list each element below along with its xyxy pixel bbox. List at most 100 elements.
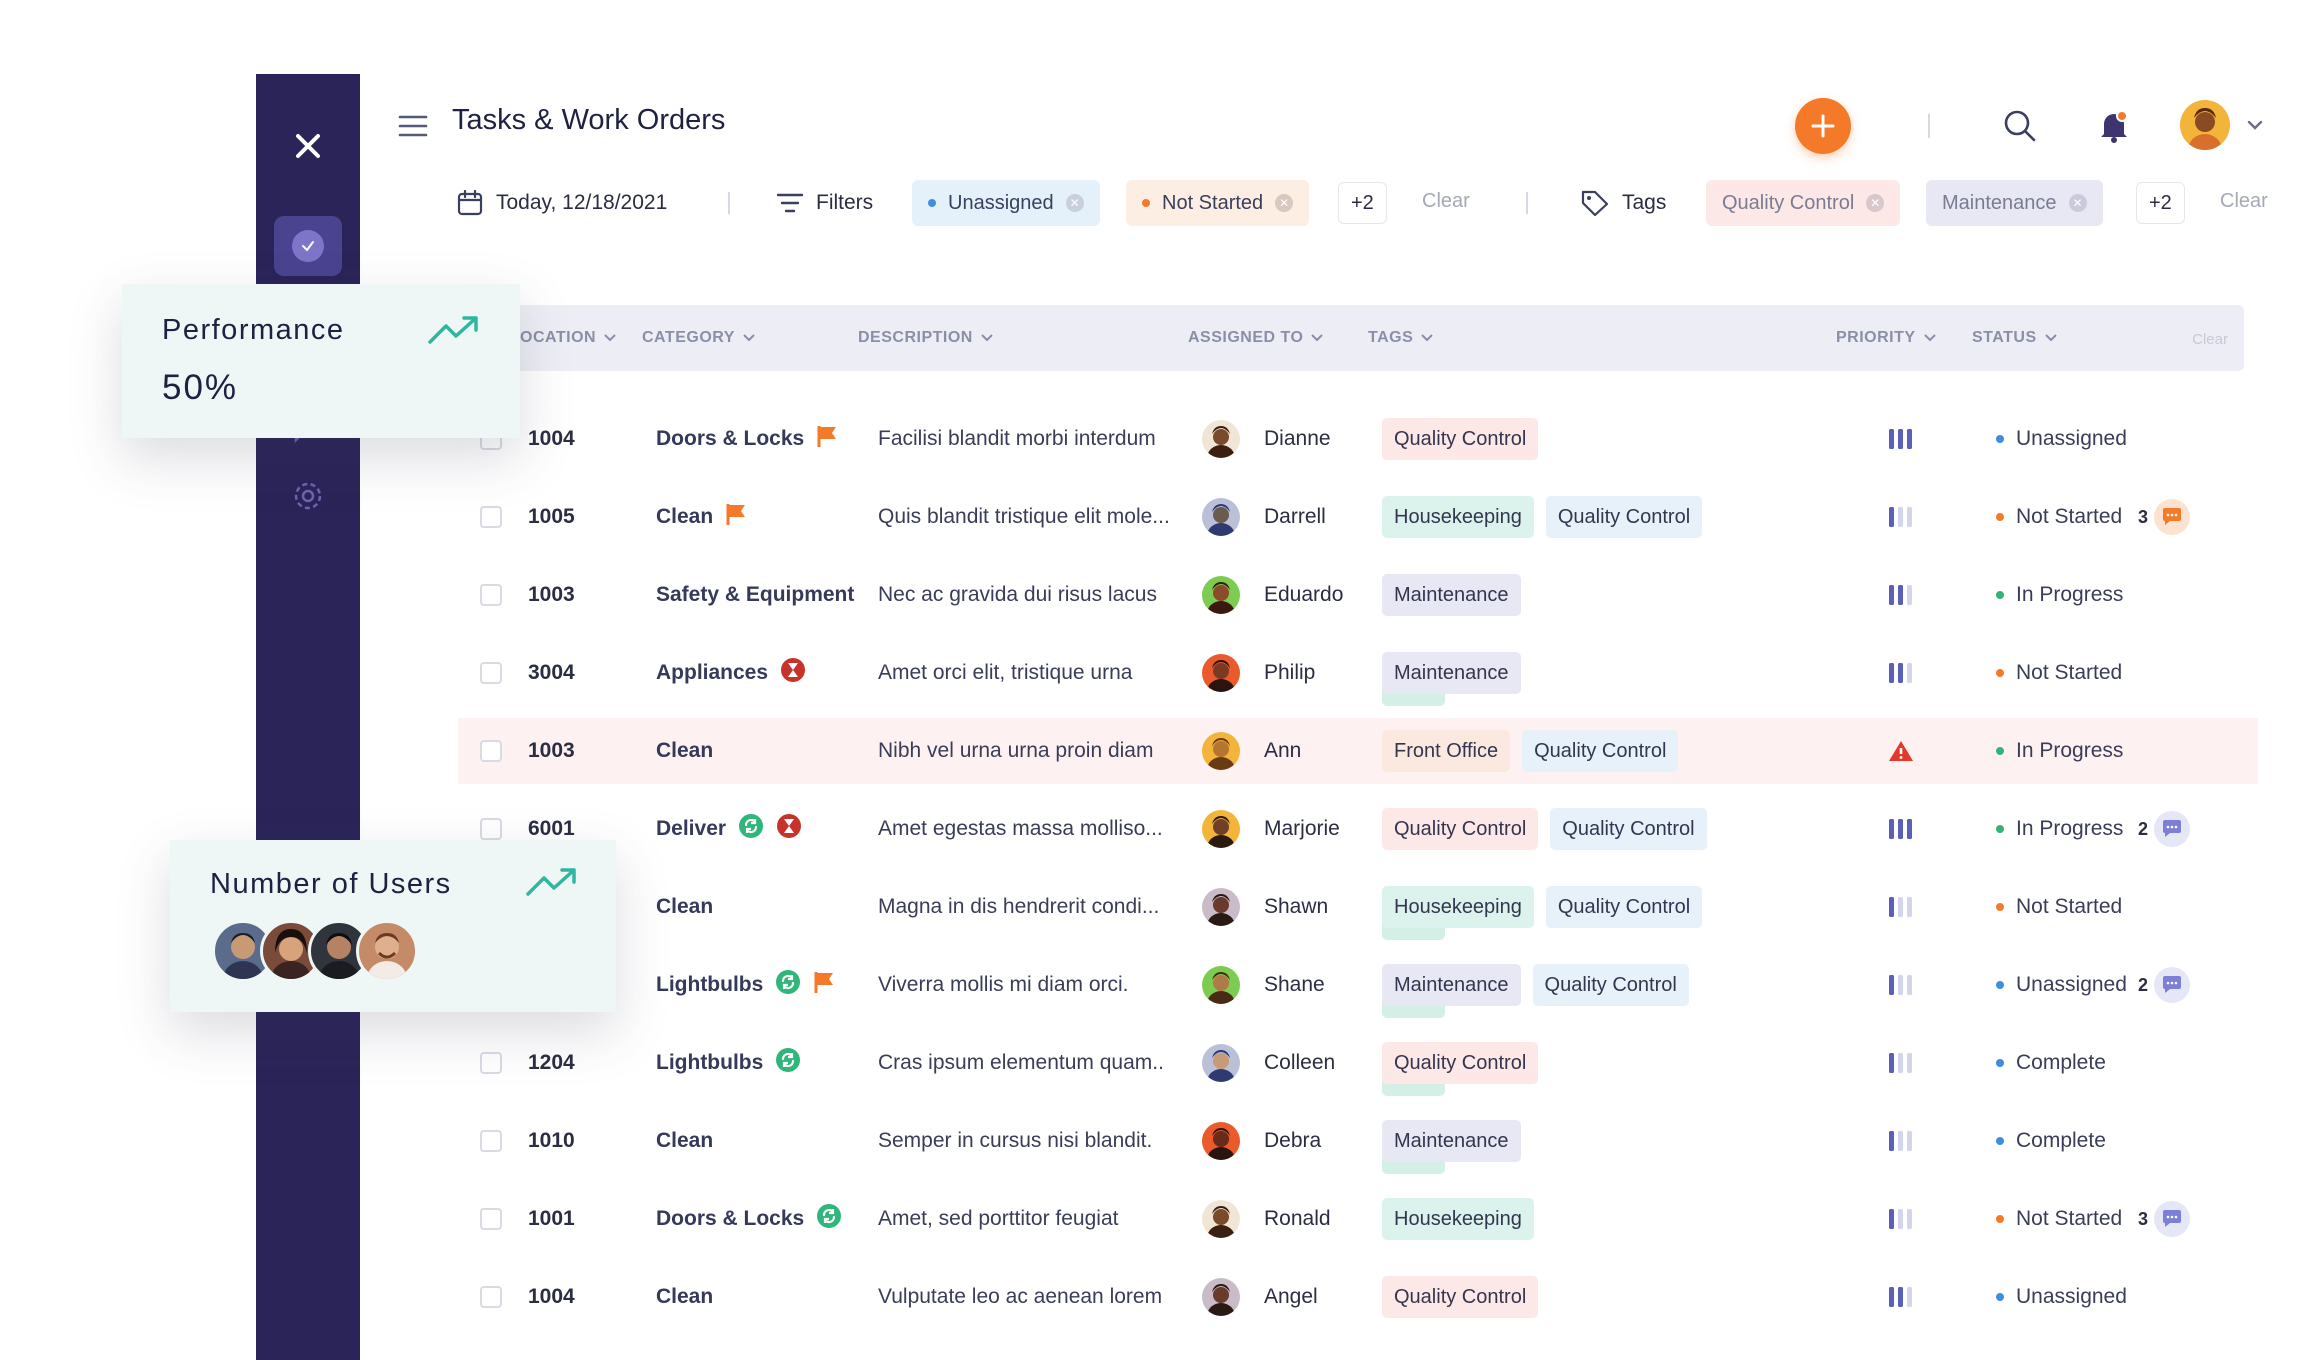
comment-count[interactable]: 2: [2138, 796, 2191, 862]
priority-icon: [1888, 1186, 1914, 1252]
table-row[interactable]: 1010 Clean Semper in cursus nisi blandit. D…: [458, 1108, 2258, 1174]
tag-badge[interactable]: Quality Control: [1522, 730, 1679, 772]
row-description: Facilisi blandit morbi interdum: [878, 427, 1156, 450]
avatar[interactable]: [2180, 100, 2230, 150]
comment-count[interactable]: 2: [2138, 952, 2191, 1018]
column-location[interactable]: OCATION: [520, 329, 616, 347]
filter-chip-not-started[interactable]: Not Started ✕: [1126, 180, 1310, 226]
more-filters-button[interactable]: +2: [1338, 182, 1387, 224]
table-row[interactable]: Lightbulbs Viverra mollis mi diam orci. Sh…: [458, 952, 2258, 1174]
row-checkbox[interactable]: [480, 1208, 502, 1230]
search-icon[interactable]: [2002, 108, 2038, 144]
more-tags-button[interactable]: +2: [2136, 182, 2185, 224]
tag-badge[interactable]: Quality Control: [1382, 1276, 1539, 1318]
close-icon[interactable]: [288, 126, 328, 166]
filter-chip-unassigned[interactable]: Unassigned ✕: [912, 180, 1100, 226]
trend-up-icon: [428, 316, 478, 344]
hamburger-menu-icon[interactable]: [398, 114, 428, 138]
remove-chip-icon[interactable]: ✕: [2068, 194, 2087, 212]
tag-badge[interactable]: Maintenance: [1382, 652, 1521, 694]
row-checkbox[interactable]: [480, 506, 502, 528]
filter-icon: [776, 193, 804, 213]
status-badge: In Progress: [1996, 796, 2123, 862]
row-category: Clean: [656, 895, 714, 918]
table-row[interactable]: Clean Magna in dis hendrerit condi... Shaw…: [458, 874, 2258, 1096]
tag-badge[interactable]: Maintenance: [1382, 574, 1521, 616]
remove-chip-icon[interactable]: ✕: [1275, 194, 1294, 212]
gear-icon[interactable]: [290, 478, 326, 514]
column-description[interactable]: DESCRIPTION: [858, 329, 993, 347]
row-checkbox[interactable]: [480, 740, 502, 762]
users-title: Number of Users: [210, 868, 452, 900]
table-row[interactable]: 1004 Clean Vulputate leo ac aenean lorem An…: [458, 1264, 2258, 1330]
tag-badge[interactable]: Quality Control: [1532, 964, 1689, 1006]
table-row[interactable]: 6001 Deliver Amet egestas massa molliso...…: [458, 796, 2258, 1018]
avatar: [356, 920, 418, 982]
row-assignee: Ronald: [1264, 1207, 1331, 1230]
tag-badge[interactable]: Quality Control: [1545, 496, 1703, 538]
row-tags: Quality Control: [1382, 1264, 1550, 1330]
tag-badge[interactable]: Quality Control: [1382, 418, 1539, 460]
row-checkbox[interactable]: [480, 1286, 502, 1308]
row-location: 1004: [528, 427, 575, 450]
table-row[interactable]: 1001 Doors & Locks Amet, sed porttitor feu…: [458, 1186, 2258, 1252]
comment-count[interactable]: 3: [2138, 484, 2191, 550]
tag-badge[interactable]: Maintenance: [1382, 964, 1521, 1006]
column-priority[interactable]: PRIORITY: [1836, 329, 1936, 347]
bell-icon[interactable]: [2098, 108, 2130, 144]
row-checkbox[interactable]: [480, 662, 502, 684]
avatar: [1202, 732, 1240, 770]
tag-badge[interactable]: Housekeeping: [1382, 886, 1534, 928]
clear-filters-link[interactable]: Clear: [1422, 190, 1470, 212]
table-row[interactable]: 1003 Safety & Equipment Nec ac gravida dui…: [458, 562, 2258, 628]
row-tags: Maintenance: [1382, 640, 1533, 706]
date-filter[interactable]: Today, 12/18/2021: [456, 180, 667, 226]
row-location: 3004: [528, 661, 575, 684]
sidebar-item-tasks[interactable]: [274, 216, 342, 276]
table-row[interactable]: 1005 Clean Quis blandit tristique elit mol…: [458, 484, 2258, 706]
remove-chip-icon[interactable]: ✕: [1065, 194, 1084, 212]
tag-badge[interactable]: Quality Control: [1550, 808, 1707, 850]
column-status[interactable]: STATUS: [1972, 329, 2057, 347]
row-checkbox[interactable]: [480, 1130, 502, 1152]
row-category: Clean: [656, 739, 714, 762]
tag-badge[interactable]: Quality Control: [1382, 1042, 1539, 1084]
row-description: Amet orci elit, tristique urna: [878, 661, 1133, 684]
row-assignee: Philip: [1264, 661, 1316, 684]
repeat-icon: [775, 969, 801, 1001]
table-row[interactable]: 1004 Doors & Locks Facilisi blandit morbi …: [458, 406, 2258, 472]
tag-badge[interactable]: Housekeeping: [1382, 1198, 1534, 1240]
table-row[interactable]: 1204 Lightbulbs Cras ipsum elementum quam.…: [458, 1030, 2258, 1096]
comment-count[interactable]: 3: [2138, 1186, 2191, 1252]
chevron-down-icon[interactable]: [2247, 118, 2263, 130]
remove-chip-icon[interactable]: ✕: [1866, 194, 1885, 212]
avatar: [1202, 1200, 1240, 1238]
chip-label: Maintenance: [1942, 191, 2057, 214]
performance-value: 50%: [162, 368, 239, 407]
flag-icon: [813, 970, 835, 1000]
filters-button[interactable]: Filters: [776, 180, 873, 226]
tag-badge[interactable]: Housekeeping: [1382, 496, 1534, 538]
row-tags: Quality Control: [1382, 1030, 1550, 1096]
add-button[interactable]: [1795, 98, 1851, 154]
tag-badge[interactable]: Maintenance: [1382, 1120, 1521, 1162]
user-avatars: [212, 920, 418, 982]
column-tags[interactable]: TAGS: [1368, 329, 1433, 347]
column-assigned-to[interactable]: ASSIGNED TO: [1188, 329, 1324, 347]
tag-badge[interactable]: Quality Control: [1545, 886, 1703, 928]
tags-button[interactable]: Tags: [1580, 180, 1666, 226]
clear-columns-link[interactable]: Clear: [2192, 331, 2228, 348]
row-checkbox[interactable]: [480, 584, 502, 606]
table-row[interactable]: 3004 Appliances Amet orci elit, tristique …: [458, 640, 2258, 706]
row-checkbox[interactable]: [480, 818, 502, 840]
tag-badge[interactable]: Quality Control: [1382, 808, 1539, 850]
column-category[interactable]: CATEGORY: [642, 329, 755, 347]
tag-chip-maintenance[interactable]: Maintenance ✕: [1926, 180, 2103, 226]
row-checkbox[interactable]: [480, 1052, 502, 1074]
tag-badge[interactable]: Front Office: [1382, 730, 1511, 772]
table-row[interactable]: 1003 Clean Nibh vel urna urna proin diam An…: [458, 718, 2258, 940]
tag-chip-quality-control[interactable]: Quality Control ✕: [1706, 180, 1901, 226]
clear-tags-link[interactable]: Clear: [2220, 190, 2268, 212]
row-location: 1003: [528, 739, 575, 762]
